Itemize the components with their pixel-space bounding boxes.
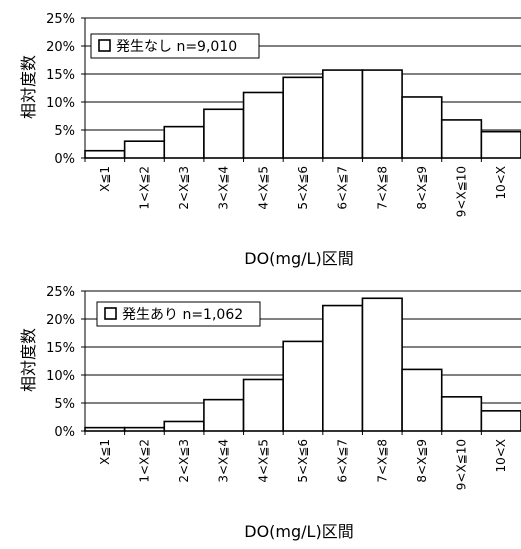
x-tick-label: 1<X≦2 [137, 166, 151, 210]
bar-2 [123, 426, 166, 432]
y-tick-label: 0% [54, 152, 75, 167]
bar-1 [84, 426, 126, 432]
x-tick-label: 2<X≦3 [177, 439, 191, 483]
x-tick-label: 5<X≦6 [296, 166, 310, 210]
x-tick-label: 7<X≦8 [375, 439, 389, 483]
bar-9 [401, 368, 443, 432]
bar-11 [480, 130, 521, 159]
x-tick-label: 5<X≦6 [296, 439, 310, 483]
x-tick-label: 9<X≦10 [455, 439, 469, 490]
chart-top: 0% 5% 10% 15% 20% 25% X≦1 1<X≦2 2<X≦3 3<X≦4 4<X≦5 5… [19, 12, 521, 268]
y-tick-label: 20% [46, 313, 75, 328]
legend-swatch [98, 39, 111, 52]
bar-6 [282, 76, 324, 159]
y-tick-label: 10% [46, 369, 75, 384]
bar-10 [440, 396, 483, 432]
chart-bottom: 0% 5% 10% 15% 20% 25% X≦1 1<X≦2 2<X≦3 3<X≦4 4<X≦5 5… [19, 285, 521, 541]
y-tick-label: 5% [54, 124, 75, 139]
y-tick-label: 15% [46, 341, 75, 356]
x-tick-label: 7<X≦8 [375, 166, 389, 210]
legend: 発生あり n=1,062 [96, 301, 261, 327]
bar-8 [361, 69, 403, 159]
x-tick-label: 6<X≦7 [336, 166, 350, 210]
bar-5 [242, 91, 284, 159]
legend-swatch [104, 307, 117, 320]
bar-11 [480, 410, 521, 432]
bar-3 [163, 420, 205, 432]
x-tick-label: 2<X≦3 [177, 166, 191, 210]
bar-4 [203, 108, 245, 159]
x-tick-label: 4<X≦5 [256, 166, 270, 210]
bar-7 [322, 69, 364, 159]
y-tick-label: 20% [46, 40, 75, 55]
x-tick-label: X≦1 [98, 166, 112, 192]
bar-7 [322, 304, 364, 432]
x-tick-label: X≦1 [98, 439, 112, 465]
bar-8 [361, 297, 403, 432]
x-tick-label: 8<X≦9 [415, 166, 429, 210]
bar-6 [282, 340, 324, 432]
y-tick-label: 25% [46, 12, 75, 27]
bar-5 [242, 378, 284, 432]
bar-10 [440, 119, 483, 159]
y-tick-label: 5% [54, 397, 75, 412]
bar-9 [401, 96, 443, 159]
bar-4 [203, 398, 245, 432]
x-tick-label: 10<X [494, 439, 508, 473]
x-tick-label: 6<X≦7 [336, 439, 350, 483]
x-tick-label: 9<X≦10 [455, 166, 469, 217]
bar-2 [123, 140, 166, 159]
legend-label: 発生あり n=1,062 [122, 307, 243, 323]
x-tick-label: 10<X [494, 166, 508, 200]
legend-box [96, 301, 261, 327]
x-tick-label: 3<X≦4 [217, 439, 231, 483]
y-axis-title: 相対度数 [19, 328, 38, 392]
bar-1 [84, 149, 126, 159]
x-axis-title: DO(mg/L)区間 [244, 249, 353, 268]
y-tick-label: 15% [46, 68, 75, 83]
y-tick-label: 10% [46, 96, 75, 111]
x-tick-label: 4<X≦5 [256, 439, 270, 483]
y-tick-label: 25% [46, 285, 75, 300]
x-tick-label: 3<X≦4 [217, 166, 231, 210]
x-tick-label: 8<X≦9 [415, 439, 429, 483]
y-axis-title: 相対度数 [19, 55, 38, 119]
bar-3 [163, 125, 205, 159]
x-tick-label: 1<X≦2 [137, 439, 151, 483]
legend-box [90, 33, 260, 59]
legend: 発生なし n=9,010 [90, 33, 260, 59]
y-tick-label: 0% [54, 425, 75, 440]
x-axis-title: DO(mg/L)区間 [244, 522, 353, 541]
legend-label: 発生なし n=9,010 [116, 39, 237, 55]
